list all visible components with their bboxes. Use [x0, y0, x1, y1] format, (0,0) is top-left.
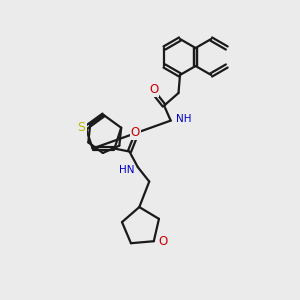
Text: O: O	[158, 235, 167, 248]
Text: S: S	[78, 121, 86, 134]
Text: HN: HN	[119, 164, 134, 175]
Text: O: O	[149, 82, 158, 96]
Text: O: O	[131, 126, 140, 139]
Text: NH: NH	[176, 114, 191, 124]
